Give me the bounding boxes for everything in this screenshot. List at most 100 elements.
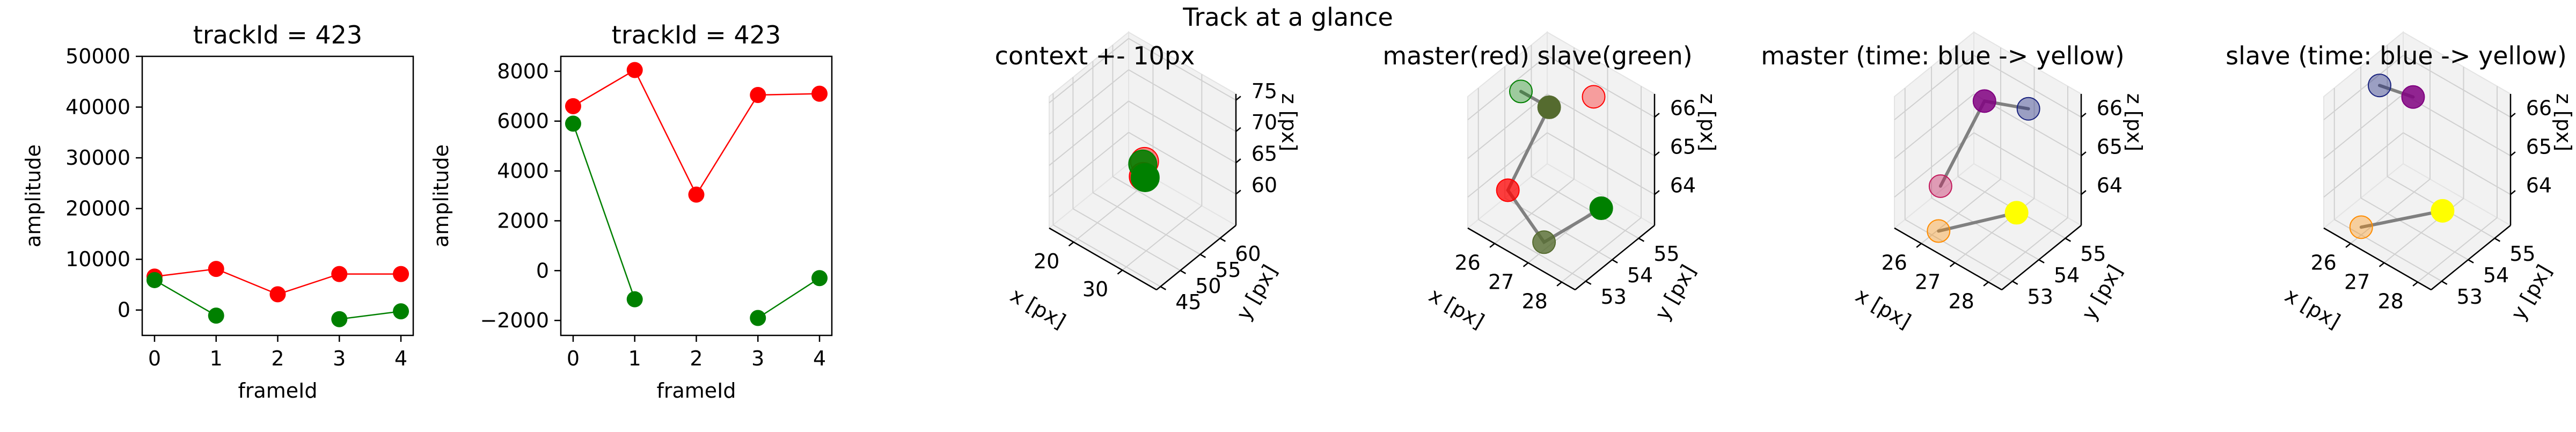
chart-title: trackId = 423 xyxy=(612,20,781,49)
x-tick-mark xyxy=(1983,281,1989,287)
y-axis-line xyxy=(2001,225,2082,290)
x-tick-label: 2 xyxy=(271,347,284,370)
z-tick-mark xyxy=(2510,190,2516,195)
x-axis-label: frameId xyxy=(238,379,317,402)
y-axis-label: amplitude xyxy=(21,144,45,247)
grid-line xyxy=(1905,219,2013,282)
data-point xyxy=(2401,85,2425,109)
z-tick-label: 66 xyxy=(1670,96,1696,120)
y-tick-label: 45 xyxy=(1175,290,1201,314)
x-tick-label: 0 xyxy=(567,347,580,370)
y-tick-label: 55 xyxy=(1653,242,1679,266)
grid-line xyxy=(1547,93,1655,157)
y-tick-label: 50 xyxy=(1195,274,1221,298)
x-tick-label: 27 xyxy=(1915,270,1941,294)
x-tick-label: 3 xyxy=(751,347,764,370)
connector-line xyxy=(2359,209,2445,229)
x-tick-label: 4 xyxy=(394,347,407,370)
grid-line xyxy=(1092,192,1201,255)
grid-line xyxy=(1894,55,1974,121)
grid-line xyxy=(1494,178,1575,244)
grid-line xyxy=(1049,69,1129,135)
y-tick-label: 55 xyxy=(2080,242,2106,266)
x-axis-label: frameId xyxy=(656,379,736,402)
grid-line xyxy=(2323,55,2404,121)
x-axis-label: x [px] xyxy=(2281,283,2344,334)
chart-title: trackId = 423 xyxy=(193,20,362,49)
slave-data-point xyxy=(626,291,643,307)
grid-line xyxy=(1128,69,1236,132)
y-tick-mark xyxy=(1160,285,1167,290)
x-tick-label: 28 xyxy=(2378,289,2404,313)
slave-data-point xyxy=(750,310,766,326)
grid-line xyxy=(2360,197,2469,260)
y-axis-line xyxy=(1575,225,1655,290)
chart-title: master(red) slave(green) xyxy=(1382,41,1692,70)
z-tick-label: 64 xyxy=(1670,174,1696,197)
grid-line xyxy=(2403,55,2511,118)
y-tick-mark xyxy=(2012,280,2018,285)
master-data-point xyxy=(688,186,705,203)
x-tick-label: 26 xyxy=(1882,251,1907,275)
grid-line xyxy=(2403,132,2511,195)
slave-series-line xyxy=(757,277,820,319)
z-tick-label: 64 xyxy=(2526,174,2552,197)
x-tick-mark xyxy=(2345,243,2351,248)
z-tick-mark xyxy=(1654,190,1660,195)
y-tick-mark xyxy=(1180,269,1187,274)
data-point xyxy=(1496,178,1520,202)
x-tick-mark xyxy=(2379,262,2385,267)
side-pane xyxy=(1467,31,1548,230)
slave-series-line xyxy=(154,279,217,317)
y-tick-label: 53 xyxy=(1601,285,1627,309)
z-tick-label: 60 xyxy=(1252,173,1277,197)
master-data-point xyxy=(331,266,348,282)
grid-line xyxy=(1561,217,1642,283)
x-tick-mark xyxy=(1489,243,1495,248)
master-data-point xyxy=(626,62,643,78)
grid-line xyxy=(1049,38,1129,104)
x-tick-mark xyxy=(1556,281,1562,287)
y-tick-mark xyxy=(2065,237,2072,242)
master-data-point xyxy=(811,85,828,102)
y-tick-label: 54 xyxy=(2483,263,2509,287)
side-pane xyxy=(1049,31,1129,230)
grid-line xyxy=(1122,205,1202,271)
z-tick-mark xyxy=(2081,113,2087,118)
grid-line xyxy=(2350,178,2431,244)
connector-line xyxy=(1506,105,1603,245)
x-tick-mark xyxy=(1068,241,1074,247)
grid-line xyxy=(2323,93,2404,159)
y-tick-label: 0 xyxy=(536,259,549,282)
y-tick-label: 0 xyxy=(118,298,130,322)
z-tick-label: 65 xyxy=(1252,142,1277,166)
x-axis-line xyxy=(2323,227,2432,291)
x-tick-label: 28 xyxy=(1949,289,1974,313)
y-axis-label: y [px] xyxy=(2077,261,2127,324)
figure-suptitle: Track at a glance xyxy=(1182,3,1393,32)
z-tick-mark xyxy=(1235,189,1241,195)
x-tick-label: 28 xyxy=(1522,289,1548,313)
z-tick-label: 65 xyxy=(1670,135,1696,158)
chart-title: slave (time: blue -> yellow) xyxy=(2226,41,2567,70)
x-axis-line xyxy=(1049,227,1157,291)
z-tick-label: 70 xyxy=(1252,111,1277,134)
y-tick-label: 50000 xyxy=(65,45,130,68)
z-axis-label: z [px] xyxy=(1696,93,1719,151)
x-tick-label: 0 xyxy=(148,347,161,370)
y-tick-label: 4000 xyxy=(497,159,549,183)
data-point xyxy=(1928,174,1952,198)
y-tick-label: 6000 xyxy=(497,109,549,133)
x-axis-line xyxy=(1894,227,2002,291)
slave-data-point xyxy=(565,115,581,132)
y-tick-label: 20000 xyxy=(65,197,130,221)
z-tick-mark xyxy=(1235,158,1241,164)
data-point xyxy=(1582,85,1606,109)
master-data-point xyxy=(269,286,286,303)
y-tick-label: 55 xyxy=(2509,242,2535,266)
slave-data-point xyxy=(146,272,163,288)
